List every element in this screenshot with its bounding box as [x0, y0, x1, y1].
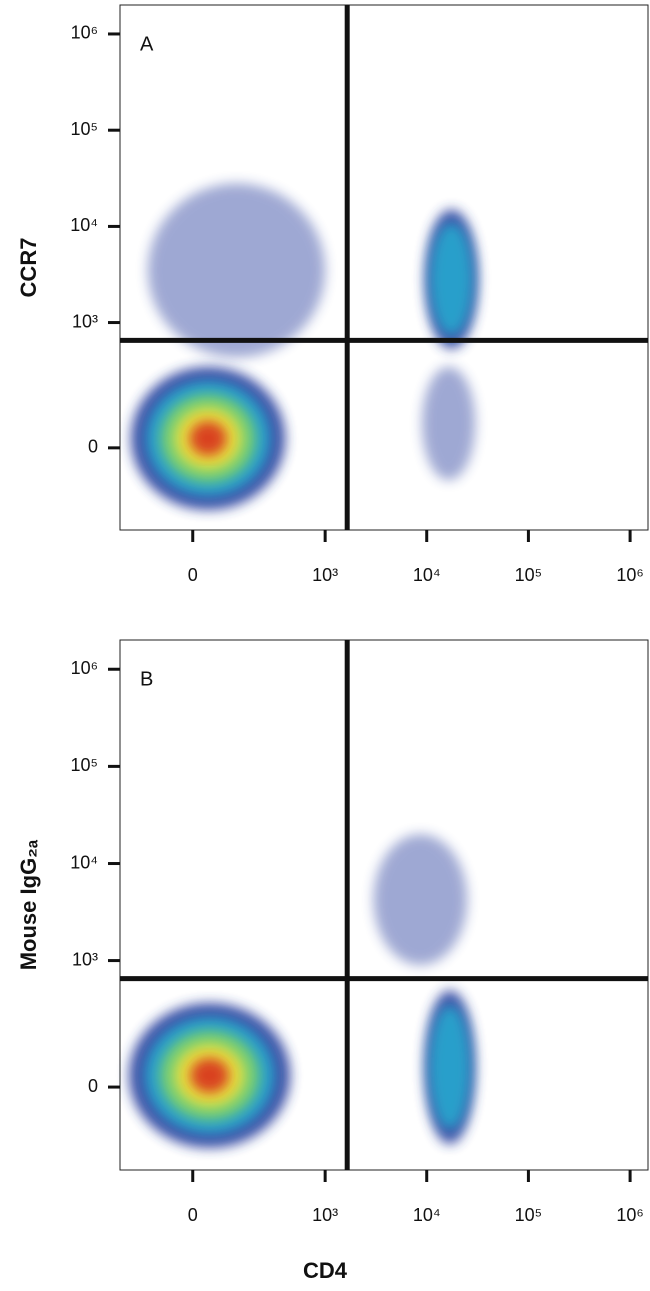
x-tick-label: 0 [188, 565, 198, 585]
population [373, 834, 468, 965]
x-tick-label: 10⁴ [413, 565, 441, 585]
x-tick-label: 10³ [312, 1205, 338, 1225]
y-tick-label: 10⁶ [71, 658, 98, 678]
x-tick-label: 10³ [312, 565, 338, 585]
y-tick-label: 10⁵ [71, 755, 98, 775]
x-tick-label: 10⁶ [616, 1205, 643, 1225]
y-tick-label: 10⁶ [71, 23, 98, 43]
x-axis-label: CD4 [303, 1258, 348, 1283]
population [147, 183, 326, 358]
population-density-level [429, 1004, 471, 1130]
y-tick-label: 0 [88, 1076, 98, 1096]
population [422, 366, 476, 481]
y-tick-label: 10³ [72, 949, 98, 969]
panel-title: B [140, 668, 153, 690]
x-tick-label: 10⁴ [413, 1205, 441, 1225]
plot-area [119, 4, 649, 531]
x-tick-label: 0 [188, 1205, 198, 1225]
y-tick-label: 10⁴ [70, 852, 98, 872]
panel-title: A [140, 33, 154, 55]
y-tick-label: 0 [88, 437, 98, 457]
x-tick-label: 10⁵ [515, 1205, 542, 1225]
population-density-level [429, 222, 474, 336]
y-axis-label: CCR7 [16, 238, 41, 298]
plot-area [119, 639, 649, 1171]
population-density-level [190, 1058, 230, 1093]
y-tick-label: 10⁵ [71, 119, 98, 139]
y-tick-label: 10³ [72, 311, 98, 331]
x-tick-label: 10⁵ [515, 565, 542, 585]
y-tick-label: 10⁴ [70, 215, 98, 235]
population-density-level [189, 421, 227, 456]
y-axis-label: Mouse IgG₂ₐ [16, 839, 41, 970]
x-tick-label: 10⁶ [616, 565, 643, 585]
